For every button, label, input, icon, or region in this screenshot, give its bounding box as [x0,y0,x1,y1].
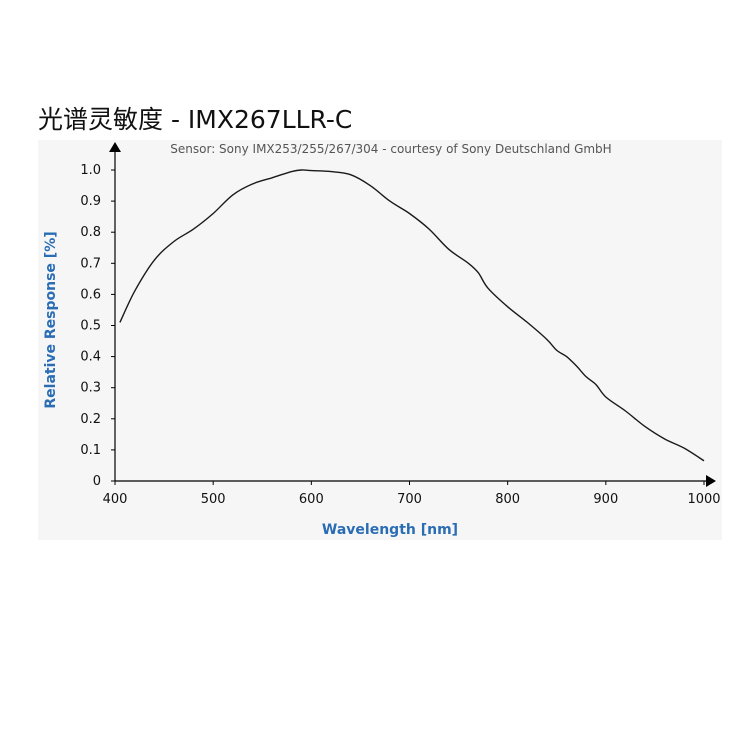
y-tick-label: 0.1 [80,443,101,458]
series-layer [119,169,705,462]
chart-subtitle: Sensor: Sony IMX253/255/267/304 - courte… [170,142,611,156]
x-tick-label: 500 [201,492,226,507]
y-axis-label: Relative Response [%] [43,231,59,408]
y-tick-label: 0 [93,474,101,489]
y-tick-label: 0.2 [80,412,101,427]
x-tick-label: 1000 [687,492,720,507]
response-curve [119,169,705,462]
x-tick-label: 400 [103,492,128,507]
y-tick-label: 0.9 [80,194,101,209]
y-axis-arrow [109,142,121,152]
x-axis-ticks: 400 500 600 700 800 900 1000 [103,481,721,507]
y-tick-label: 0.4 [80,350,101,365]
x-tick-label: 800 [495,492,520,507]
x-tick-label: 600 [299,492,324,507]
chart-title: 光谱灵敏度 - IMX267LLR-C [38,105,353,134]
y-tick-label: 1.0 [80,163,101,178]
spectral-response-chart: Sensor: Sony IMX253/255/267/304 - courte… [43,142,721,538]
axes [109,142,716,487]
y-axis-ticks: 0 0.1 0.2 0.3 0.4 0.5 0.6 0.7 0.8 0.9 1.0 [80,163,115,489]
y-tick-label: 0.6 [80,287,101,302]
x-tick-label: 900 [593,492,618,507]
x-axis-arrow [706,475,716,487]
x-tick-label: 700 [397,492,422,507]
x-axis-label: Wavelength [nm] [322,522,458,538]
y-tick-label: 0.8 [80,225,101,240]
plot-panel: Sensor: Sony IMX253/255/267/304 - courte… [38,140,722,540]
y-tick-label: 0.7 [80,256,101,271]
y-tick-label: 0.5 [80,319,101,334]
y-tick-label: 0.3 [80,381,101,396]
